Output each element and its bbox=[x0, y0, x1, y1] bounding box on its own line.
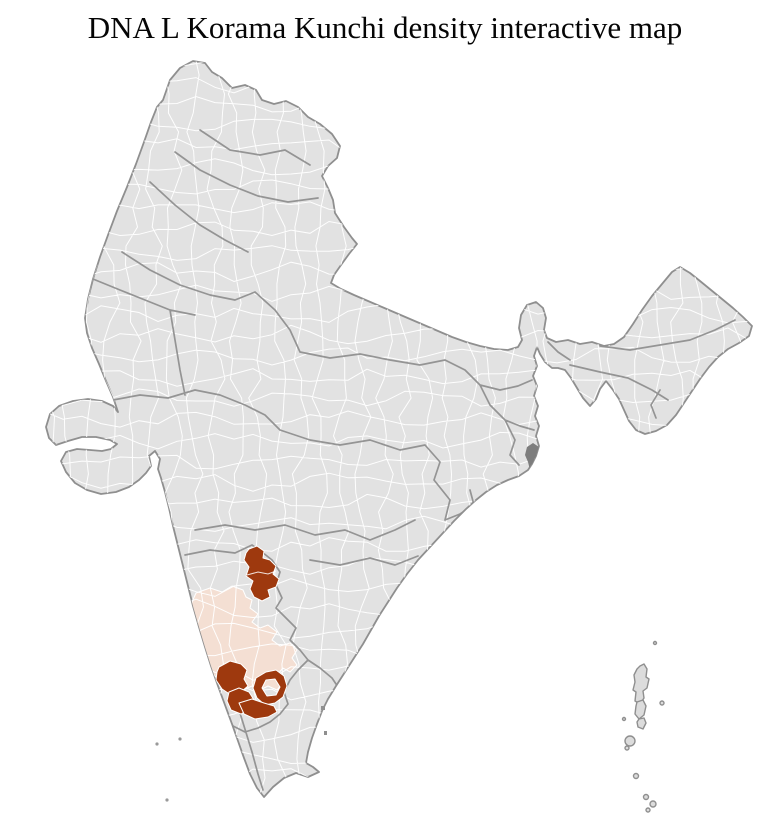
high-density-district-a[interactable] bbox=[215, 660, 249, 696]
andaman-nicobar-islands bbox=[621, 640, 665, 813]
high-density-cluster[interactable] bbox=[215, 545, 288, 720]
coastal-marks bbox=[321, 706, 327, 735]
delta-streaks bbox=[530, 471, 548, 486]
high-density-district-d[interactable] bbox=[238, 698, 278, 720]
state-borders bbox=[92, 129, 736, 791]
district-divider bbox=[246, 570, 277, 576]
high-density-district-ring[interactable] bbox=[252, 669, 288, 706]
high-density-district-north[interactable] bbox=[243, 545, 280, 602]
india-map[interactable] bbox=[39, 54, 770, 813]
map-title: DNA L Korama Kunchi density interactive … bbox=[87, 10, 683, 45]
lakshadweep-islands bbox=[155, 737, 182, 802]
